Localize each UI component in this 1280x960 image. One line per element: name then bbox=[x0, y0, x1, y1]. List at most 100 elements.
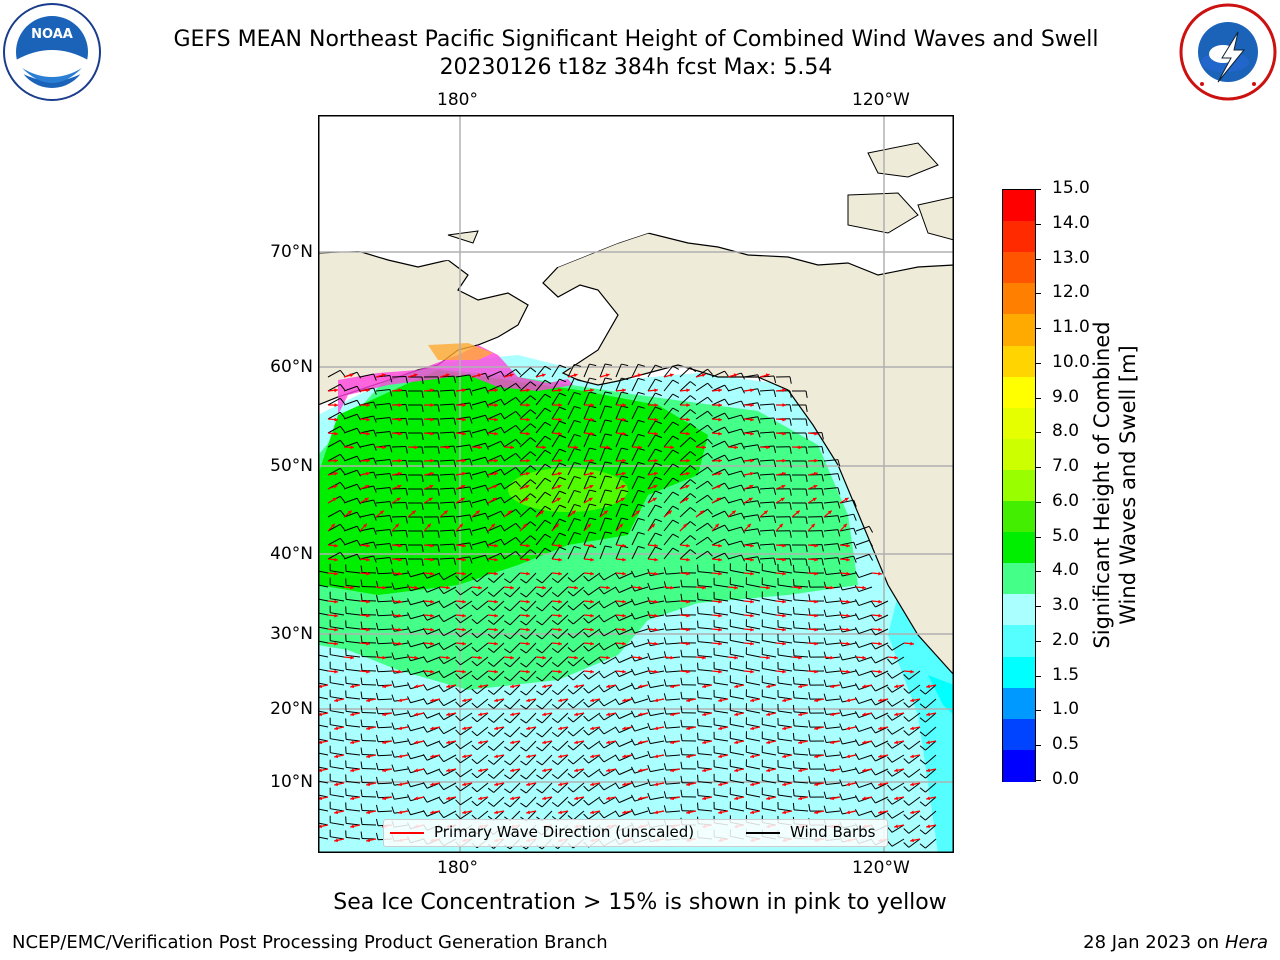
wave-direction-arrowhead bbox=[782, 726, 787, 731]
wave-direction-arrowhead bbox=[686, 458, 690, 463]
wind-barb bbox=[759, 487, 777, 495]
wind-barb bbox=[504, 656, 521, 668]
wave-direction-arrowhead bbox=[446, 712, 451, 717]
wind-barb bbox=[551, 476, 567, 490]
wave-direction-arrowhead bbox=[588, 497, 593, 502]
wind-barb bbox=[647, 448, 662, 462]
wind-barb bbox=[345, 578, 361, 588]
wave-direction-arrowhead bbox=[414, 796, 419, 801]
wave-direction-arrowhead bbox=[894, 824, 899, 829]
wave-direction-arrowhead bbox=[622, 458, 626, 463]
wave-direction-arrowhead bbox=[366, 810, 371, 815]
wave-direction-arrowhead bbox=[702, 684, 707, 689]
wind-barb bbox=[887, 726, 905, 735]
wind-barb bbox=[583, 628, 601, 638]
wind-barb bbox=[631, 433, 645, 448]
wave-direction-arrowhead bbox=[491, 523, 495, 528]
wind-barb bbox=[407, 460, 424, 468]
wind-barb bbox=[567, 377, 582, 392]
wind-barb bbox=[407, 432, 424, 440]
colorbar-title-line1: Significant Height of Combined bbox=[1090, 321, 1114, 649]
wave-direction-arrowhead bbox=[780, 497, 785, 502]
wave-direction-arrowhead bbox=[381, 373, 386, 378]
wind-barb bbox=[792, 634, 809, 644]
wind-barb bbox=[761, 661, 777, 672]
wind-barb bbox=[697, 620, 713, 630]
wind-barb bbox=[870, 656, 889, 664]
wind-barb bbox=[519, 465, 537, 476]
wind-barb bbox=[345, 662, 361, 672]
wave-direction-arrowhead bbox=[366, 613, 370, 618]
wind-barb bbox=[567, 642, 585, 653]
wind-barb bbox=[745, 717, 761, 728]
wind-barb bbox=[679, 381, 697, 392]
wave-direction-arrowhead bbox=[718, 458, 722, 463]
wave-direction-arrowhead bbox=[382, 655, 386, 660]
wave-direction-arrowhead bbox=[910, 810, 915, 815]
wave-direction-arrowhead bbox=[910, 838, 915, 843]
wave-direction-arrowhead bbox=[382, 585, 386, 590]
wind-barb bbox=[729, 577, 745, 588]
wind-barb bbox=[535, 463, 552, 476]
wind-barb bbox=[663, 393, 680, 406]
wind-barb bbox=[615, 531, 629, 546]
wave-direction-arrowhead bbox=[862, 768, 867, 773]
wave-direction-arrowhead bbox=[654, 388, 658, 393]
wind-barb bbox=[360, 789, 377, 798]
colorbar-tick-label: 2.0 bbox=[1052, 629, 1080, 650]
wave-direction-arrowhead bbox=[811, 523, 815, 528]
wave-direction-arrowhead bbox=[398, 810, 403, 815]
wind-barb bbox=[855, 525, 874, 533]
wind-barb bbox=[535, 519, 552, 532]
wind-barb bbox=[329, 787, 345, 798]
wind-barb bbox=[360, 621, 377, 630]
wind-barb bbox=[504, 782, 521, 794]
wave-direction-arrowhead bbox=[669, 373, 674, 378]
wind-barb bbox=[745, 647, 761, 658]
colorbar-tick-mark bbox=[1035, 189, 1041, 190]
wave-direction-arrowhead bbox=[430, 458, 434, 463]
wind-barb bbox=[792, 648, 809, 658]
wave-direction-arrowhead bbox=[526, 627, 530, 632]
wind-barb bbox=[759, 529, 777, 537]
wave-direction-arrowhead bbox=[686, 613, 690, 618]
wind-barb bbox=[520, 782, 537, 794]
wind-barb bbox=[729, 633, 745, 644]
wind-barb bbox=[391, 530, 408, 538]
wind-barb bbox=[761, 577, 777, 588]
wind-barb bbox=[551, 448, 567, 462]
wind-barb bbox=[504, 628, 521, 640]
wind-barb bbox=[745, 591, 761, 602]
wind-barb bbox=[487, 712, 505, 723]
wind-barb bbox=[887, 684, 905, 693]
wind-barb bbox=[327, 537, 346, 546]
wind-barb bbox=[455, 754, 473, 764]
wind-barb bbox=[471, 456, 489, 464]
wind-barb bbox=[567, 405, 582, 420]
wave-direction-arrowhead bbox=[619, 523, 623, 528]
wind-barb bbox=[839, 583, 857, 591]
wave-direction-arrowhead bbox=[382, 712, 387, 717]
wave-direction-arrowhead bbox=[782, 669, 786, 674]
wind-barb bbox=[615, 363, 629, 378]
wind-barb bbox=[729, 619, 745, 630]
wind-barb bbox=[487, 614, 505, 625]
wind-barb bbox=[439, 459, 457, 468]
wind-barb bbox=[551, 406, 567, 420]
wave-direction-arrowhead bbox=[894, 712, 899, 717]
wave-direction-arrowhead bbox=[750, 754, 755, 759]
wind-barb bbox=[647, 490, 662, 504]
wave-direction-arrowhead bbox=[492, 497, 497, 502]
wind-barb bbox=[520, 586, 537, 598]
wind-barb bbox=[743, 430, 761, 438]
wind-barb bbox=[663, 533, 680, 546]
wind-barb bbox=[327, 523, 346, 532]
wind-barb bbox=[318, 640, 329, 644]
wave-direction-arrowhead bbox=[926, 796, 931, 801]
wave-direction-arrowhead bbox=[910, 754, 915, 759]
wind-barb bbox=[599, 628, 617, 637]
wind-barb bbox=[375, 636, 393, 645]
wind-barb bbox=[318, 584, 329, 588]
wind-barb bbox=[647, 434, 662, 448]
wind-barb bbox=[551, 726, 569, 737]
